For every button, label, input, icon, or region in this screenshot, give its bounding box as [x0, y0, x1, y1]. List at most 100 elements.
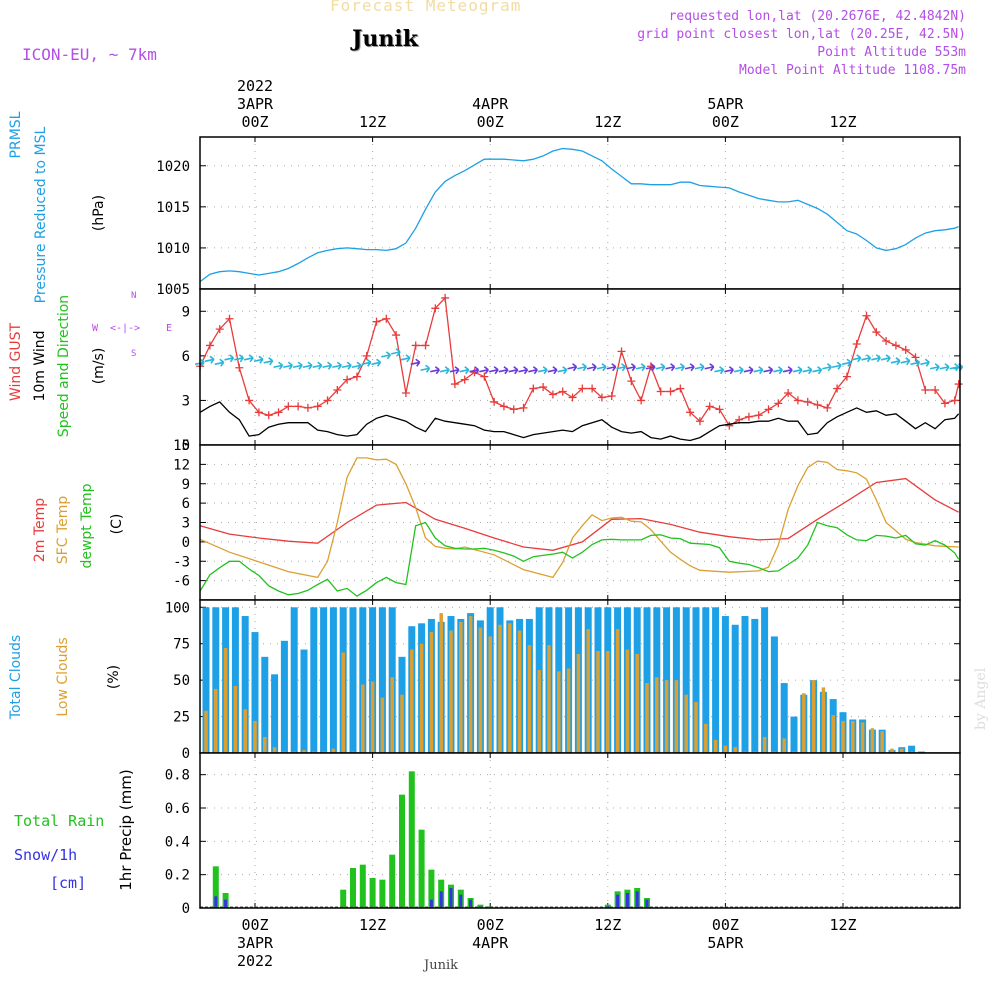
y-tick-label: 12	[173, 457, 190, 473]
panel-background	[200, 753, 960, 908]
gust-marker	[813, 400, 822, 409]
series-line-1	[199, 457, 959, 579]
gust-marker	[872, 328, 881, 337]
bar-total-clouds	[770, 636, 778, 753]
gust-marker	[676, 384, 685, 393]
gust-marker	[891, 341, 900, 350]
wind-arrow	[224, 354, 235, 363]
bar-total-clouds	[349, 607, 357, 753]
bar-low-clouds	[547, 645, 551, 753]
bar-total-rain	[212, 866, 219, 908]
gust-marker	[617, 347, 626, 356]
bar-total-clouds	[271, 674, 279, 753]
wind-arrow	[273, 361, 284, 370]
bar-low-clouds	[380, 697, 385, 753]
bar-low-clouds	[851, 720, 855, 753]
gust-marker	[205, 341, 214, 350]
gust-marker	[254, 408, 263, 417]
gust-marker	[264, 411, 273, 420]
bar-snow-1h	[645, 899, 649, 908]
bar-low-clouds	[684, 694, 688, 753]
y-tick-label: 0	[182, 438, 190, 454]
wind-arrow	[410, 358, 421, 367]
gust-marker	[588, 384, 597, 393]
bar-total-clouds	[712, 607, 720, 753]
y-tick-label: 0	[182, 535, 190, 551]
wind-arrow	[420, 364, 431, 373]
info-requested-coords: requested lon,lat (20.2676E, 42.4842N)	[668, 9, 966, 24]
y-axis-label: (hPa)	[91, 195, 107, 231]
bar-total-clouds	[731, 624, 739, 753]
wind-arrow	[822, 363, 832, 372]
wind-arrow	[371, 358, 382, 367]
time-label-top: 12Z	[594, 113, 621, 131]
bar-total-clouds	[241, 616, 249, 753]
y-axis-label: (m/s)	[91, 348, 107, 385]
wind-arrow	[547, 366, 558, 375]
bar-snow-1h	[214, 896, 218, 908]
y-tick-label: 9	[182, 477, 190, 493]
wind-arrow	[871, 354, 881, 363]
gust-marker	[313, 402, 322, 411]
wind-arrow	[243, 354, 254, 363]
wind-arrow	[390, 348, 401, 357]
gust-marker	[793, 396, 802, 405]
time-label-bottom: 4APR	[472, 934, 509, 952]
gust-marker	[823, 403, 832, 412]
panel-clouds: 0 25 50 75 100	[165, 599, 961, 762]
time-label-top: 00Z	[241, 113, 268, 131]
bar-total-rain	[399, 794, 405, 908]
bar-low-clouds	[674, 680, 679, 753]
y-tick-label: 50	[173, 673, 190, 689]
gust-marker	[597, 393, 606, 402]
wind-arrow	[439, 366, 450, 375]
bar-total-clouds	[663, 607, 671, 753]
bar-snow-1h	[625, 893, 629, 908]
wind-arrow	[332, 361, 342, 370]
info-grid-point: grid point closest lon,lat (20.25E, 42.5…	[637, 27, 966, 42]
gust-marker	[509, 405, 518, 414]
bar-total-clouds	[251, 632, 259, 753]
bar-total-rain	[389, 854, 396, 908]
gust-marker	[333, 386, 342, 395]
y-axis-label: SFC Temp	[55, 496, 71, 565]
gust-marker	[303, 403, 312, 412]
bar-low-clouds	[831, 715, 835, 753]
bar-low-clouds	[870, 728, 875, 753]
compass-s: S	[131, 349, 136, 359]
bar-total-clouds	[212, 607, 220, 753]
bar-low-clouds	[655, 677, 659, 753]
gust-marker	[294, 402, 303, 411]
time-label-bottom: 00Z	[477, 916, 504, 934]
gust-marker	[705, 402, 714, 411]
gust-marker	[882, 337, 891, 345]
bar-total-clouds	[231, 607, 239, 753]
bar-low-clouds	[204, 710, 208, 753]
bar-low-clouds	[508, 623, 512, 753]
series-line-0	[199, 147, 959, 283]
bar-total-clouds	[790, 716, 798, 753]
gust-marker	[754, 411, 763, 420]
y-axis-label: Speed and Direction	[56, 295, 72, 437]
time-label-bottom: 12Z	[829, 916, 856, 934]
gust-marker	[499, 402, 508, 411]
bar-low-clouds	[900, 748, 904, 753]
bar-low-clouds	[243, 709, 247, 753]
bar-low-clouds	[694, 702, 698, 753]
wind-arrow	[900, 357, 911, 366]
bar-total-clouds	[702, 607, 710, 753]
wind-arrow	[743, 366, 754, 375]
y-tick-label: -6	[173, 574, 190, 590]
bar-low-clouds	[214, 688, 218, 753]
wind-arrow	[302, 361, 313, 370]
y-tick-label: 0.8	[165, 768, 190, 784]
wind-arrow	[400, 354, 411, 363]
bar-total-clouds	[643, 607, 651, 753]
gust-marker	[695, 417, 704, 426]
legend-snow: Snow/1h	[14, 846, 77, 864]
wind-arrow	[851, 354, 862, 363]
wind-arrow	[626, 363, 636, 372]
bar-low-clouds	[713, 739, 718, 753]
gust-marker	[901, 345, 910, 354]
y-tick-label: 3	[182, 393, 190, 409]
